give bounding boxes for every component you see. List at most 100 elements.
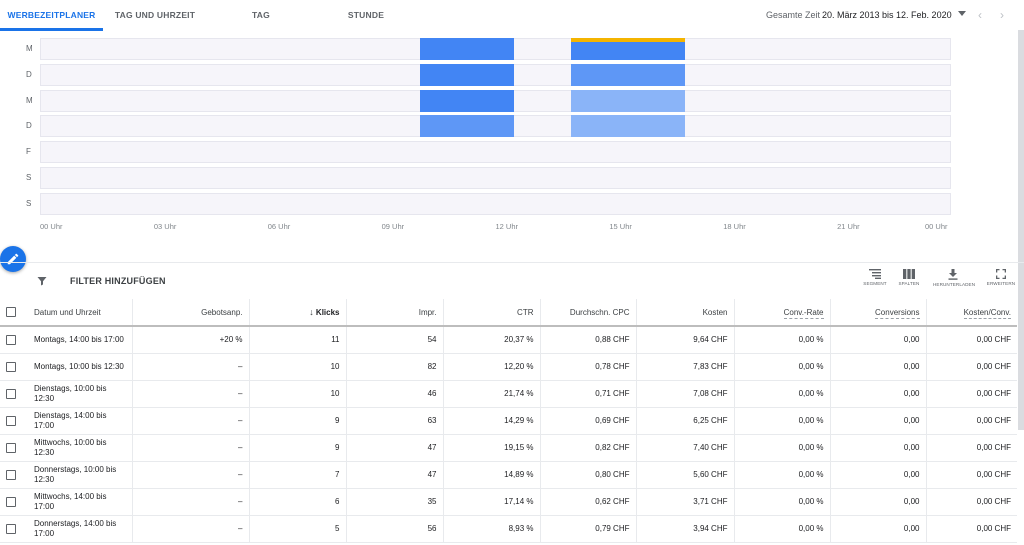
column-header-klicks[interactable]: ↓ Klicks: [248, 299, 346, 327]
table-cell: 10: [248, 380, 346, 408]
segment-label: SEGMENT: [863, 281, 887, 286]
table-cell: 9,64 CHF: [635, 326, 734, 354]
column-header-kosten-conv-label: Kosten/Conv.: [963, 307, 1011, 319]
heatmap-block[interactable]: [419, 63, 515, 86]
column-header-datum[interactable]: Datum und Uhrzeit: [28, 299, 132, 327]
tab-tag-und-uhrzeit[interactable]: TAG UND UHRZEIT: [114, 10, 196, 20]
table-cell: 0,00 CHF: [925, 461, 1017, 489]
row-checkbox[interactable]: [0, 488, 28, 516]
day-label: F: [26, 147, 31, 157]
column-header-kosten[interactable]: Kosten: [635, 299, 734, 327]
column-header-ctr[interactable]: CTR: [442, 299, 540, 327]
table-row[interactable]: Mittwochs, 14:00 bis 17:00–6 35 17,14 % 0,6…: [0, 488, 1017, 516]
table-cell: 7: [248, 461, 346, 489]
table-cell: Mittwochs, 14:00 bis 17:00: [28, 488, 132, 516]
table-row[interactable]: Montags, 10:00 bis 12:30–10 82 12,20 % 0,78…: [0, 353, 1017, 381]
select-all-checkbox[interactable]: [0, 299, 28, 327]
column-header-conversions[interactable]: Conversions: [829, 299, 926, 327]
hour-label: 03 Uhr: [153, 222, 177, 231]
table-cell: Mittwochs, 10:00 bis 12:30: [28, 434, 132, 462]
table-cell: 0,00 %: [733, 488, 830, 516]
row-checkbox[interactable]: [0, 407, 28, 435]
segment-button[interactable]: SEGMENT: [855, 269, 895, 286]
table-cell: –: [131, 434, 249, 462]
table-cell: 17,14 %: [442, 488, 540, 516]
table-cell: –: [131, 461, 249, 489]
table-cell: Montags, 10:00 bis 12:30: [28, 353, 132, 381]
column-header-conv-rate[interactable]: Conv.-Rate: [733, 299, 830, 327]
chevron-left-icon[interactable]: ‹: [978, 8, 982, 22]
heatmap-block[interactable]: [419, 38, 515, 60]
table-row[interactable]: Dienstags, 14:00 bis 17:00–9 63 14,29 % 0,6…: [0, 407, 1017, 435]
columns-button[interactable]: SPALTEN: [889, 269, 929, 286]
filter-bar: FILTER HINZUFÜGEN SEGMENT SPALTEN HERUNT…: [0, 262, 1024, 299]
filter-icon[interactable]: [36, 275, 48, 287]
download-icon: [948, 269, 958, 280]
table-cell: 54: [345, 326, 443, 354]
table-row[interactable]: Mittwochs, 10:00 bis 12:30–9 47 19,15 % 0,8…: [0, 434, 1017, 462]
hour-label: 09 Uhr: [381, 222, 405, 231]
expand-label: ERWEITERN: [986, 281, 1016, 286]
column-header-impr[interactable]: Impr.: [345, 299, 443, 327]
table-cell: Montags, 14:00 bis 17:00: [28, 326, 132, 354]
table-cell: 0,00 %: [733, 326, 830, 354]
tab-tag[interactable]: TAG: [252, 10, 270, 20]
table-row[interactable]: Montags, 14:00 bis 17:00 +20 % 11 54 20,37 %…: [0, 326, 1017, 354]
table-row[interactable]: Dienstags, 10:00 bis 12:30–10 46 21,74 % 0,…: [0, 380, 1017, 408]
heatmap-block[interactable]: [419, 89, 515, 112]
table-cell: 19,15 %: [442, 434, 540, 462]
table-row[interactable]: Donnerstags, 10:00 bis 12:30–7 47 14,89 % 0…: [0, 461, 1017, 489]
heatmap-block[interactable]: [571, 115, 686, 138]
tab-werbezeitplaner[interactable]: WERBEZEITPLANER: [7, 10, 96, 20]
column-header-kosten-conv[interactable]: Kosten/Conv.: [925, 299, 1017, 327]
heatmap-block[interactable]: [571, 63, 686, 86]
day-label: S: [26, 198, 32, 208]
row-checkbox[interactable]: [0, 434, 28, 462]
row-checkbox[interactable]: [0, 353, 28, 381]
table-cell: Donnerstags, 10:00 bis 12:30: [28, 461, 132, 489]
scrollbar[interactable]: [1018, 30, 1024, 430]
table-cell: 0,00: [829, 515, 926, 543]
chevron-right-icon[interactable]: ›: [1000, 8, 1004, 22]
heatmap-day-row[interactable]: [40, 192, 951, 215]
expand-button[interactable]: ERWEITERN: [981, 269, 1021, 286]
add-filter-button[interactable]: FILTER HINZUFÜGEN: [70, 276, 166, 286]
row-checkbox[interactable]: [0, 326, 28, 354]
column-header-gebotsanp[interactable]: Gebotsanp.: [131, 299, 249, 327]
table-cell: 0,00 %: [733, 380, 830, 408]
hour-label: 12 Uhr: [495, 222, 519, 231]
columns-icon: [903, 269, 915, 279]
table-cell: 0,00 CHF: [925, 407, 1017, 435]
table-cell: 5: [248, 515, 346, 543]
heatmap-block[interactable]: [419, 115, 515, 138]
table-cell: 6: [248, 488, 346, 516]
table-cell: 0,88 CHF: [539, 326, 636, 354]
table-cell: 0,78 CHF: [539, 353, 636, 381]
heatmap-day-row[interactable]: [40, 141, 951, 164]
table-cell: 0,00 CHF: [925, 488, 1017, 516]
table-cell: 9: [248, 434, 346, 462]
column-header-cpc[interactable]: Durchschn. CPC: [539, 299, 636, 327]
row-checkbox[interactable]: [0, 461, 28, 489]
table-cell: –: [131, 380, 249, 408]
tab-stunde[interactable]: STUNDE: [347, 10, 385, 20]
table-row[interactable]: Donnerstags, 14:00 bis 17:00–5 56 8,93 % 0,…: [0, 515, 1017, 543]
heatmap-block[interactable]: [571, 38, 686, 60]
heatmap-day-row[interactable]: [40, 167, 951, 189]
download-button[interactable]: HERUNTERLADEN: [933, 269, 975, 287]
table-cell: 0,00 CHF: [925, 380, 1017, 408]
date-range-dropdown-icon[interactable]: [958, 11, 966, 16]
table-cell: 7,83 CHF: [635, 353, 734, 381]
row-checkbox[interactable]: [0, 380, 28, 408]
schedule-table: Datum und Uhrzeit Gebotsanp. ↓ Klicks Im…: [0, 299, 1017, 543]
column-header-klicks-label: Klicks: [315, 308, 340, 317]
table-cell: Dienstags, 10:00 bis 12:30: [28, 380, 132, 408]
edit-button[interactable]: [0, 246, 26, 272]
heatmap-block[interactable]: [571, 89, 686, 112]
row-checkbox[interactable]: [0, 515, 28, 543]
date-range-value[interactable]: 20. März 2013 bis 12. Feb. 2020: [822, 10, 952, 20]
table-cell: 11: [248, 326, 346, 354]
column-header-conv-rate-label: Conv.-Rate: [783, 307, 824, 319]
table-cell: 47: [345, 434, 443, 462]
table-cell: 0,00: [829, 380, 926, 408]
